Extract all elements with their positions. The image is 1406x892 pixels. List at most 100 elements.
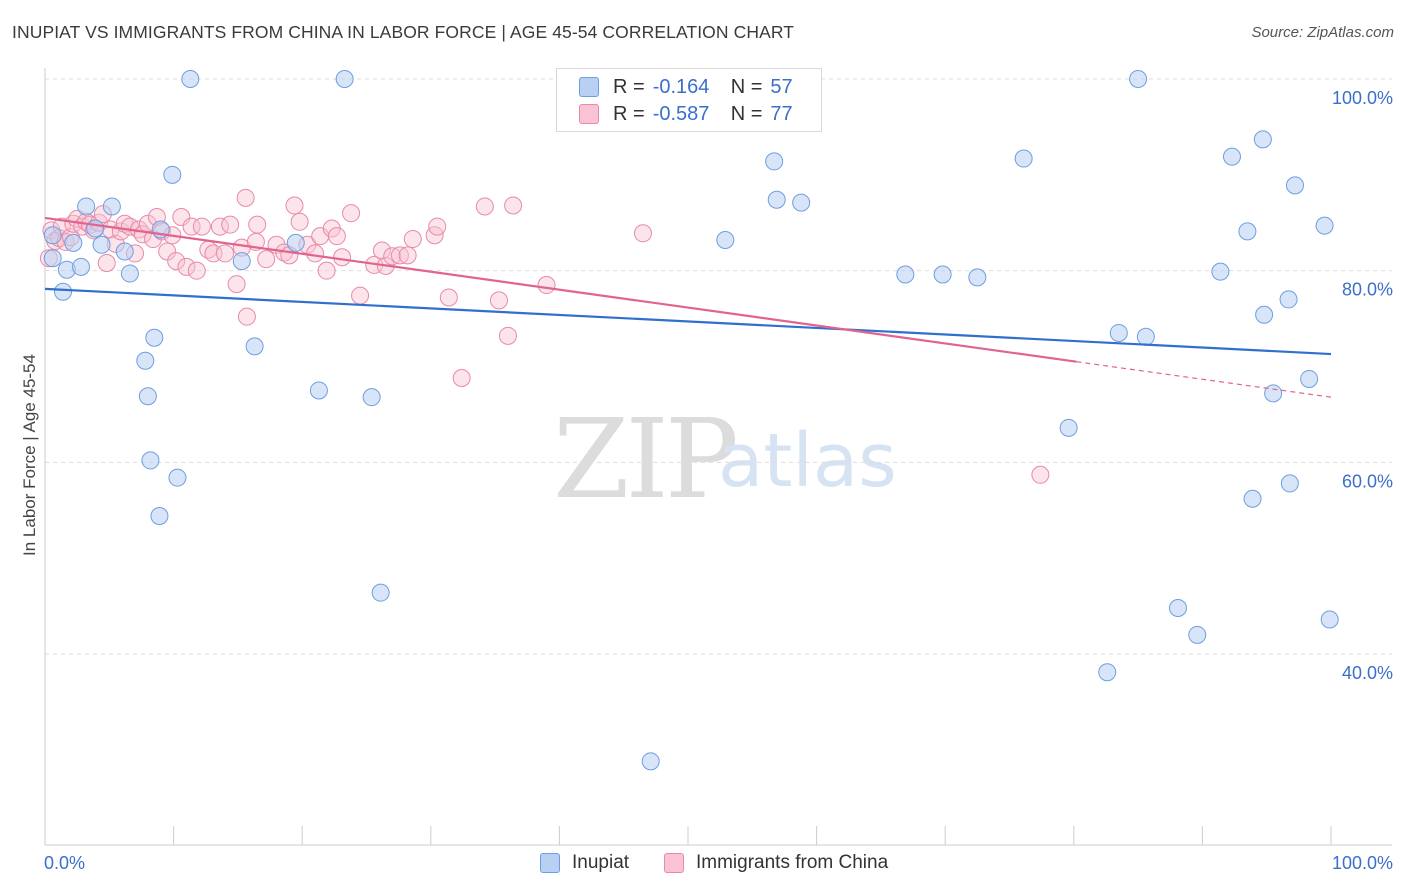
inupiat-point	[72, 257, 91, 276]
points-inupiat	[43, 70, 1339, 771]
legend-row-china: R = -0.587 N = 77	[579, 101, 793, 127]
inupiat-point	[43, 249, 62, 268]
inupiat-point	[245, 337, 264, 356]
china-point	[227, 275, 246, 294]
inupiat-point	[1315, 216, 1334, 235]
china-point	[221, 215, 240, 234]
legend-swatch-china	[579, 104, 599, 124]
legend-n-label: N =	[730, 75, 763, 98]
inupiat-point	[933, 265, 952, 284]
inupiat-point	[141, 451, 160, 470]
china-point	[327, 227, 346, 246]
inupiat-point	[641, 752, 660, 771]
legend-row-inupiat: R = -0.164 N = 57	[579, 74, 793, 100]
china-point	[306, 244, 325, 263]
inupiat-point	[1014, 149, 1033, 168]
inupiat-point	[1238, 222, 1257, 241]
china-point	[475, 197, 494, 216]
inupiat-point	[1279, 290, 1298, 309]
inupiat-point	[1285, 176, 1304, 195]
china-point	[428, 217, 447, 236]
inupiat-point	[1243, 489, 1262, 508]
grid-layer	[45, 78, 1392, 655]
bottom-legend-inupiat: Inupiat	[540, 852, 629, 874]
inupiat-point	[1188, 625, 1207, 644]
china-point	[372, 241, 391, 260]
china-point	[257, 250, 276, 269]
inupiat-point	[92, 235, 111, 254]
bottom-legend-swatch-china	[664, 853, 684, 873]
y-tick-label: 40.0%	[1342, 663, 1393, 683]
china-point	[237, 307, 256, 326]
china-trend-extension	[1076, 361, 1332, 398]
inupiat-point	[792, 193, 811, 212]
inupiat-point	[1264, 384, 1283, 403]
china-point	[439, 288, 458, 307]
china-point	[537, 276, 556, 295]
y-tick-label: 60.0%	[1342, 471, 1393, 491]
inupiat-point	[1211, 262, 1230, 281]
inupiat-point	[1280, 474, 1299, 493]
china-point	[504, 196, 523, 215]
china-point	[177, 257, 196, 276]
y-axis-title: In Labor Force | Age 45-54	[20, 354, 39, 556]
china-point	[167, 252, 186, 271]
inupiat-point	[335, 70, 354, 88]
watermark-atlas: atlas	[718, 418, 897, 504]
china-point	[1031, 465, 1050, 484]
china-point	[192, 217, 211, 236]
china-point	[498, 326, 517, 345]
bottom-legend-china: Immigrants from China	[664, 852, 888, 874]
chart-source: Source: ZipAtlas.com	[1251, 24, 1394, 41]
inupiat-point	[1222, 147, 1241, 166]
china-point	[182, 217, 201, 236]
inupiat-point	[767, 190, 786, 209]
legend-n-value: 77	[770, 102, 793, 125]
inupiat-point	[64, 233, 83, 252]
china-point	[452, 369, 471, 387]
inupiat-point	[1253, 130, 1272, 149]
china-point	[489, 291, 508, 310]
china-point	[216, 244, 235, 263]
x-tick-label-start: 0.0%	[44, 853, 85, 873]
inupiat-point	[1136, 327, 1155, 346]
legend-swatch-inupiat	[579, 77, 599, 97]
axis-layer	[44, 68, 1392, 846]
inupiat-point	[286, 233, 305, 252]
inupiat-point	[1059, 418, 1078, 437]
bottom-legend-label-china: Immigrants from China	[696, 852, 889, 873]
china-point	[158, 242, 177, 261]
china-point	[317, 261, 336, 280]
label-layer: 40.0% 60.0% 80.0% 100.0% 0.0% 100.0%	[44, 88, 1393, 873]
legend-r-value: -0.587	[652, 102, 710, 125]
legend-r-label: R =	[613, 102, 645, 125]
legend-r-label: R =	[613, 75, 645, 98]
y-tick-label: 80.0%	[1342, 280, 1393, 300]
inupiat-point	[1098, 663, 1117, 682]
inupiat-point	[136, 351, 155, 370]
inupiat-point	[43, 226, 62, 245]
inupiat-point	[1168, 599, 1187, 617]
inupiat-point	[362, 388, 381, 407]
china-point	[383, 247, 402, 266]
china-point	[351, 286, 370, 305]
china-point	[285, 196, 304, 215]
inupiat-point	[896, 265, 915, 284]
inupiat-point	[371, 583, 390, 602]
china-point	[633, 224, 652, 243]
legend-n-value: 57	[770, 75, 793, 98]
inupiat-point	[77, 197, 96, 216]
inupiat-point	[102, 197, 121, 216]
inupiat-trend-line	[44, 287, 1332, 356]
inupiat-point	[968, 268, 987, 287]
bottom-legend-swatch-inupiat	[540, 853, 560, 873]
inupiat-point	[86, 219, 105, 238]
china-point	[390, 246, 409, 265]
x-tick-label-end: 100.0%	[1332, 853, 1393, 873]
inupiat-point	[138, 387, 157, 406]
inupiat-point	[309, 381, 328, 400]
china-point	[236, 188, 255, 207]
china-point	[290, 212, 309, 231]
china-point	[342, 204, 361, 223]
inupiat-point	[150, 507, 169, 525]
